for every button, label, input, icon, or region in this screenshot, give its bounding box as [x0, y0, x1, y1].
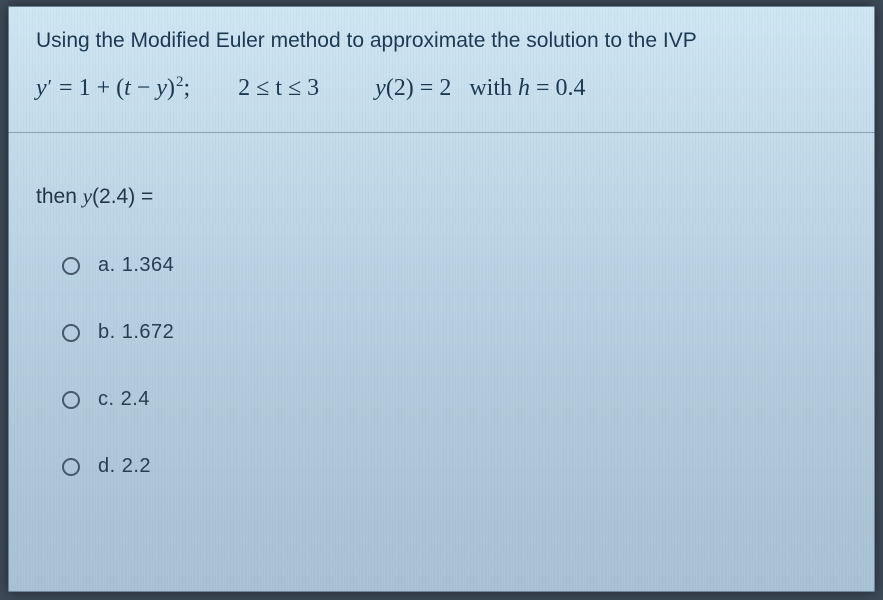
then-arg: (2.4) =: [92, 185, 153, 208]
option-value: 2.2: [122, 455, 151, 477]
eq-interval: 2 ≤ t ≤ 3: [238, 75, 319, 101]
radio-icon[interactable]: [62, 324, 80, 342]
option-c[interactable]: c. 2.4: [62, 388, 174, 411]
option-label: d. 2.2: [98, 455, 151, 478]
eq-y: y: [36, 75, 47, 101]
eq-hval: = 0.4: [530, 75, 586, 101]
question-equation: y′ = 1 + (t − y)2;2 ≤ t ≤ 3y(2) = 2with …: [36, 72, 586, 107]
option-a[interactable]: a. 1.364: [62, 254, 174, 277]
option-label: a. 1.364: [98, 254, 174, 277]
option-value: 2.4: [121, 388, 150, 410]
question-panel: Using the Modified Euler method to appro…: [8, 6, 875, 592]
option-letter: d.: [98, 455, 116, 477]
options-group: a. 1.364 b. 1.672 c. 2.4 d. 2.2: [62, 254, 174, 522]
then-line: then y(2.4) =: [36, 184, 153, 209]
radio-icon[interactable]: [62, 458, 80, 476]
eq-h: h: [518, 75, 530, 101]
separator-line: [8, 132, 875, 133]
eq-prime: ′: [47, 76, 53, 98]
eq-y2: y: [156, 75, 167, 101]
option-letter: c.: [98, 388, 115, 410]
eq-t: t: [124, 75, 131, 101]
eq-ic-y: y: [375, 75, 386, 101]
radio-icon[interactable]: [62, 257, 80, 275]
option-b[interactable]: b. 1.672: [62, 321, 174, 344]
option-label: b. 1.672: [98, 321, 174, 344]
then-y: y: [83, 184, 92, 208]
eq-ic: (2) = 2: [386, 75, 452, 101]
option-letter: b.: [98, 321, 116, 343]
option-d[interactable]: d. 2.2: [62, 455, 174, 478]
question-title: Using the Modified Euler method to appro…: [36, 28, 855, 54]
option-value: 1.672: [122, 321, 175, 343]
option-letter: a.: [98, 254, 116, 276]
option-label: c. 2.4: [98, 388, 150, 411]
eq-part1: = 1 + (: [53, 75, 124, 101]
eq-exp: 2: [175, 74, 184, 90]
eq-semi: ;: [183, 75, 190, 101]
eq-minus: −: [131, 75, 157, 101]
radio-icon[interactable]: [62, 391, 80, 409]
eq-rparen: ): [167, 75, 175, 101]
eq-with: with: [469, 75, 512, 101]
then-prefix: then: [36, 185, 83, 208]
option-value: 1.364: [122, 254, 175, 276]
